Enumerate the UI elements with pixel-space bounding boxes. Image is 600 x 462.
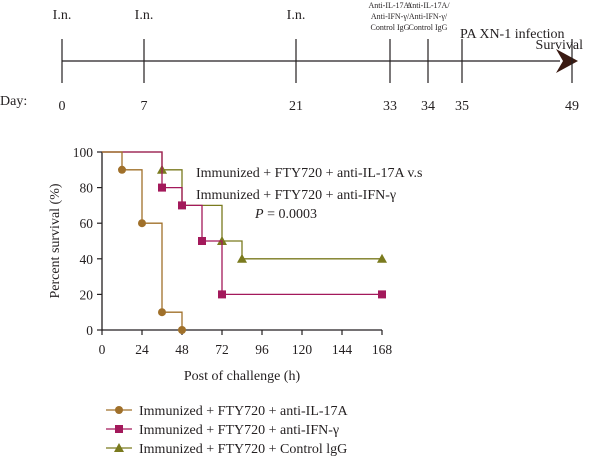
y-tick-label: 80 xyxy=(80,181,94,196)
timeline-event-label: Anti-IFN-γ/ xyxy=(409,12,448,21)
legend-label: Immunized + FTY720 + Control lgG xyxy=(139,442,347,457)
x-tick-label: 24 xyxy=(135,342,149,357)
legend-item-1: Immunized + FTY720 + anti-IL-17A xyxy=(106,404,349,419)
timeline-day-21: 21 xyxy=(289,99,303,114)
timeline-event-label: I.n. xyxy=(135,8,154,23)
timeline-infection-label: PA XN-1 infection xyxy=(460,27,564,42)
annotation-line-2: Immunized + FTY720 + anti-IFN-γ xyxy=(196,188,396,203)
timeline-end-label: Survival xyxy=(536,38,584,53)
timeline-day-35: 35 xyxy=(455,99,469,114)
series-3-point xyxy=(377,253,387,263)
x-tick-label: 120 xyxy=(292,342,313,357)
y-ticks: 0 20 40 60 80 100 xyxy=(73,145,102,338)
timeline-event-label: Anti-IL-17A/ xyxy=(406,1,450,10)
timeline-day-33: 33 xyxy=(383,99,397,114)
y-tick-label: 100 xyxy=(73,145,94,160)
y-tick-label: 0 xyxy=(86,323,93,338)
legend: Immunized + FTY720 + anti-IL-17A Immunize… xyxy=(106,404,349,457)
series-3-point xyxy=(237,253,247,263)
p-value-text: P = 0.0003 xyxy=(254,207,317,222)
legend-item-2: Immunized + FTY720 + anti-IFN-γ xyxy=(106,423,339,438)
legend-marker xyxy=(115,425,123,433)
legend-marker xyxy=(115,406,123,414)
x-tick-label: 48 xyxy=(175,342,189,357)
series-2-point xyxy=(178,201,186,210)
legend-label: Immunized + FTY720 + anti-IFN-γ xyxy=(139,423,339,438)
y-axis-title: Percent survival (%) xyxy=(48,183,63,298)
series-1-point xyxy=(138,219,146,228)
p-value-number: = 0.0003 xyxy=(264,207,317,222)
timeline-day-0: 0 xyxy=(59,99,66,114)
timeline-arrowhead xyxy=(556,49,578,73)
series-2-point xyxy=(378,290,386,299)
timeline-event-label: I.n. xyxy=(53,8,72,23)
p-value-symbol: P xyxy=(254,207,264,222)
timeline-event-label: I.n. xyxy=(287,8,306,23)
series-2-point xyxy=(158,183,166,192)
survival-plot: 0 24 48 72 96 120 144 168 0 20 40 60 80 100 Post of … xyxy=(48,145,392,384)
timeline-day-7: 7 xyxy=(141,99,148,114)
x-tick-label: 168 xyxy=(372,342,393,357)
series-2 xyxy=(102,151,386,299)
timeline-day-49: 49 xyxy=(565,99,579,114)
timeline: Day: Survival PA XN-1 infection 0 I.n. 7 I.… xyxy=(0,1,583,114)
series-1-point xyxy=(118,165,126,174)
legend-marker xyxy=(114,443,124,452)
x-tick-label: 144 xyxy=(332,342,353,357)
x-tick-label: 72 xyxy=(215,342,229,357)
series-1 xyxy=(102,151,186,334)
timeline-event-label: Control IgG xyxy=(409,23,448,32)
timeline-event-label: Control IgG xyxy=(371,23,410,32)
timeline-day-prefix: Day: xyxy=(0,94,27,109)
y-tick-label: 20 xyxy=(80,287,94,302)
statistics-annotation: Immunized + FTY720 + anti-IL-17A v.s Imm… xyxy=(196,166,422,222)
timeline-event-label: Anti-IL-17A/ xyxy=(368,1,412,10)
timeline-event-label: Anti-IFN-γ/ xyxy=(371,12,410,21)
series-1-point xyxy=(158,308,166,317)
legend-label: Immunized + FTY720 + anti-IL-17A xyxy=(139,404,349,419)
series-2-point xyxy=(218,290,226,299)
annotation-line-1: Immunized + FTY720 + anti-IL-17A v.s xyxy=(196,166,422,181)
x-tick-label: 96 xyxy=(255,342,269,357)
series-2-point xyxy=(198,237,206,245)
series-1-line xyxy=(102,151,183,330)
x-ticks: 0 24 48 72 96 120 144 168 xyxy=(99,330,393,357)
series-2-line xyxy=(102,151,382,296)
legend-item-3: Immunized + FTY720 + Control lgG xyxy=(106,442,347,457)
x-tick-label: 0 xyxy=(99,342,106,357)
series-1-point xyxy=(178,326,186,334)
timeline-day-34: 34 xyxy=(421,99,435,114)
series-layer xyxy=(102,151,387,334)
x-axis-title: Post of challenge (h) xyxy=(184,369,301,384)
y-tick-label: 60 xyxy=(80,216,94,231)
y-tick-label: 40 xyxy=(80,252,94,267)
